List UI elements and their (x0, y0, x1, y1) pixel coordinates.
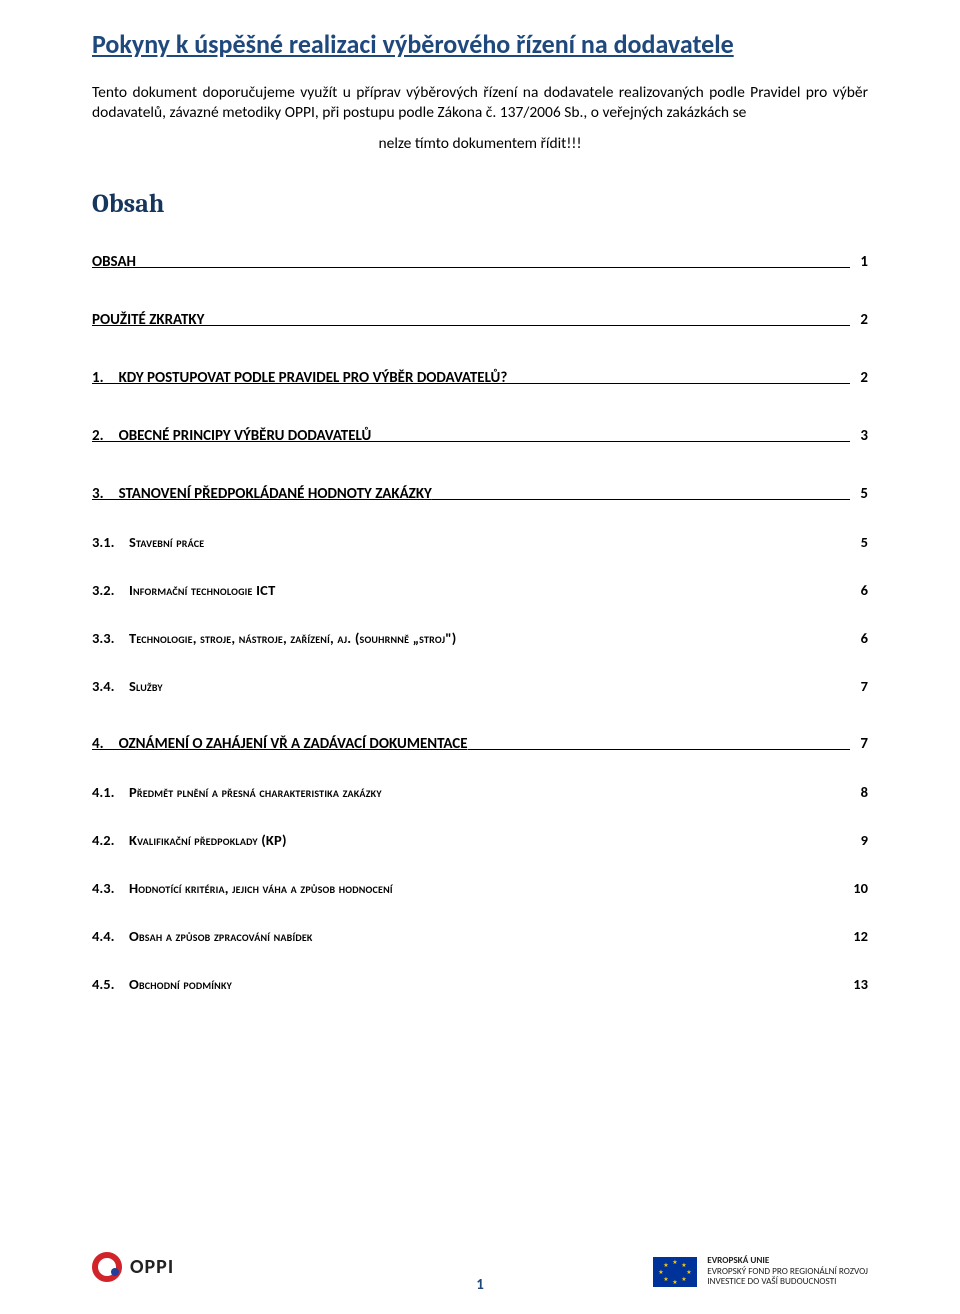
toc-page-number: 12 (847, 927, 868, 945)
toc-label: POUŽITÉ ZKRATKY (92, 311, 204, 329)
toc-page-number: 8 (855, 783, 868, 801)
oppi-text: OPPI (130, 1255, 174, 1279)
toc-leader (468, 749, 851, 750)
page-number: 1 (476, 1276, 484, 1294)
toc-leader (432, 499, 851, 500)
toc-section-row: POUŽITÉ ZKRATKY 2 (92, 311, 868, 329)
toc-leader (204, 325, 850, 326)
toc-label: 3.4. Služby (92, 677, 163, 695)
toc-label: 4.3. Hodnotící kritéria, jejich váha a z… (92, 879, 393, 897)
toc-page-number: 6 (855, 629, 868, 647)
toc-leader (136, 267, 850, 268)
logo-oppi: OPPI (92, 1252, 174, 1282)
toc-page-number: 3 (854, 427, 868, 445)
oppi-donut-icon (92, 1252, 122, 1282)
intro-paragraph-center: nelze tímto dokumentem řídit!!! (92, 134, 868, 155)
toc-subsection-row: 4.2. Kvalifikační předpoklady (KP) 9 (92, 831, 868, 849)
toc-label: 3.1. Stavební práce (92, 533, 204, 551)
toc-section-row: 2. OBECNÉ PRINCIPY VÝBĚRU DODAVATELŮ 3 (92, 427, 868, 445)
eu-line3: INVESTICE DO VAŠÍ BUDOUCNOSTI (707, 1277, 868, 1288)
toc-section-row: 1. KDY POSTUPOVAT PODLE PRAVIDEL PRO VÝB… (92, 369, 868, 387)
toc-section-row: 4. OZNÁMENÍ O ZAHÁJENÍ VŘ A ZADÁVACÍ DOK… (92, 735, 868, 753)
page-title: Pokyny k úspěšné realizaci výběrového ří… (92, 28, 868, 61)
toc-leader (371, 441, 850, 442)
toc-subsection-row: 3.1. Stavební práce 5 (92, 533, 868, 551)
toc-page-number: 2 (854, 369, 868, 387)
toc-page-number: 5 (855, 533, 868, 551)
toc-page-number: 2 (854, 311, 868, 329)
toc-heading: Obsah (92, 189, 868, 219)
toc-page-number: 13 (847, 975, 868, 993)
toc-page-number: 1 (854, 253, 868, 271)
page-footer: OPPI 1 ★ ★ ★ ★ ★ ★ ★ ★ EVROPSKÁ UNIE EVR… (0, 1230, 960, 1300)
toc-label: 4.2. Kvalifikační předpoklady (KP) (92, 831, 287, 849)
toc-page-number: 5 (854, 485, 868, 503)
toc-subsection-row: 4.1. Předmět plnění a přesná charakteris… (92, 783, 868, 801)
toc-label: 4.5. Obchodní podmínky (92, 975, 232, 993)
toc-label: 3.3. Technologie, stroje, nástroje, zaří… (92, 629, 457, 647)
toc-page-number: 7 (854, 735, 868, 753)
toc-page-number: 7 (855, 677, 868, 695)
toc-label: 4.4. Obsah a způsob zpracování nabídek (92, 927, 313, 945)
document-page: Pokyny k úspěšné realizaci výběrového ří… (0, 0, 960, 1314)
toc-label: OBSAH (92, 253, 136, 271)
toc-subsection-row: 4.3. Hodnotící kritéria, jejich váha a z… (92, 879, 868, 897)
toc-subsection-row: 4.5. Obchodní podmínky 13 (92, 975, 868, 993)
toc-subsection-row: 3.3. Technologie, stroje, nástroje, zaří… (92, 629, 868, 647)
toc-section-row: OBSAH 1 (92, 253, 868, 271)
toc-subsection-row: 3.4. Služby 7 (92, 677, 868, 695)
toc-page-number: 9 (855, 831, 868, 849)
intro-paragraph: Tento dokument doporučujeme využít u pří… (92, 83, 868, 125)
toc-label: 3.2. Informační technologie ICT (92, 581, 275, 599)
toc-label: 4.1. Předmět plnění a přesná charakteris… (92, 783, 382, 801)
toc-section-row: 3. STANOVENÍ PŘEDPOKLÁDANÉ HODNOTY ZAKÁZ… (92, 485, 868, 503)
toc-page-number: 10 (847, 879, 868, 897)
toc-subsection-row: 4.4. Obsah a způsob zpracování nabídek 12 (92, 927, 868, 945)
eu-text-block: EVROPSKÁ UNIE EVROPSKÝ FOND PRO REGIONÁL… (707, 1256, 868, 1288)
toc-label: 4. OZNÁMENÍ O ZAHÁJENÍ VŘ A ZADÁVACÍ DOK… (92, 735, 468, 753)
toc-label: 1. KDY POSTUPOVAT PODLE PRAVIDEL PRO VÝB… (92, 369, 507, 387)
logo-eu: ★ ★ ★ ★ ★ ★ ★ ★ EVROPSKÁ UNIE EVROPSKÝ F… (653, 1256, 868, 1288)
toc-page-number: 6 (855, 581, 868, 599)
table-of-contents: OBSAH 1 POUŽITÉ ZKRATKY 2 1. KDY POSTUPOVAT … (92, 253, 868, 993)
toc-subsection-row: 3.2. Informační technologie ICT 6 (92, 581, 868, 599)
eu-flag-icon: ★ ★ ★ ★ ★ ★ ★ ★ (653, 1257, 697, 1287)
toc-label: 2. OBECNÉ PRINCIPY VÝBĚRU DODAVATELŮ (92, 427, 371, 445)
toc-leader (507, 383, 850, 384)
toc-label: 3. STANOVENÍ PŘEDPOKLÁDANÉ HODNOTY ZAKÁZ… (92, 485, 432, 503)
